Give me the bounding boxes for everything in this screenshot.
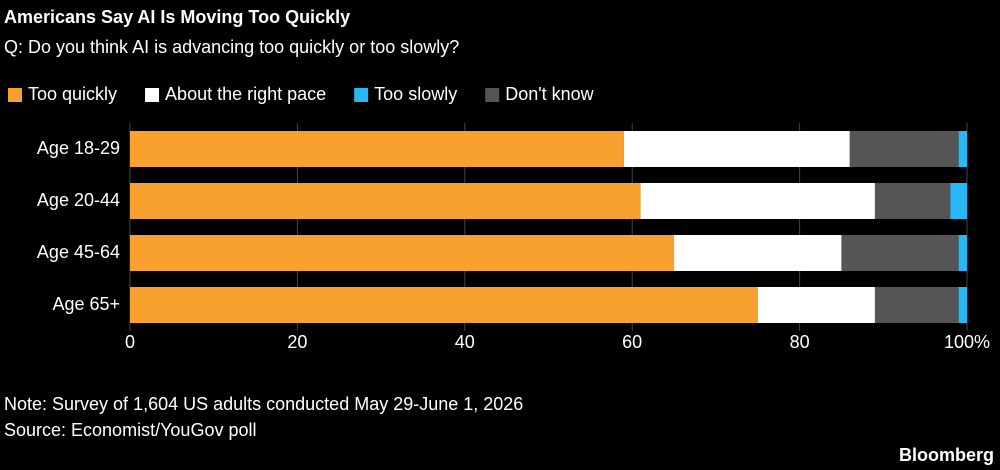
y-tick-label: Age 65+ [52,294,120,314]
bar-segment [130,131,624,167]
bar-segment [674,235,842,271]
y-tick-label: Age 18-29 [37,138,120,158]
bar-segment [874,287,959,323]
legend-label: Too slowly [374,84,457,104]
y-tick-label: Age 20-44 [37,190,120,210]
x-tick-label: 80 [790,332,810,352]
x-tick-label: 60 [622,332,642,352]
legend-swatch [354,88,369,102]
chart-subtitle: Q: Do you think AI is advancing too quic… [4,37,459,57]
x-tick-label: 40 [455,332,475,352]
chart-title: Americans Say AI Is Moving Too Quickly [4,7,350,27]
bar-segment [841,235,959,271]
bar-segment [640,183,875,219]
legend-swatch [145,88,160,102]
y-tick-label: Age 45-64 [37,242,120,262]
bar-segment [623,131,850,167]
source: Source: Economist/YouGov poll [4,420,256,440]
legend-label: Don't know [505,84,594,104]
bar-segment [849,131,959,167]
bar-segment [950,183,967,219]
bar-segment [757,287,875,323]
bar-segment [958,131,967,167]
x-tick-label: 0 [125,332,135,352]
bar-segment [130,287,758,323]
bar-segment [958,287,967,323]
legend-label: Too quickly [28,84,117,104]
bar-segment [874,183,951,219]
bar-segment [130,235,675,271]
bar-segment [130,183,641,219]
x-tick-label: 20 [287,332,307,352]
legend-swatch [8,88,22,102]
note: Note: Survey of 1,604 US adults conducte… [4,394,523,414]
x-tick-label: 100% [944,332,990,352]
legend-label: About the right pace [165,84,326,104]
bar-segment [958,235,967,271]
brand: Bloomberg [899,445,994,465]
legend-swatch [485,88,500,102]
